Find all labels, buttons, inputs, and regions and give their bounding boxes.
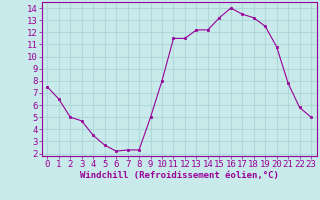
X-axis label: Windchill (Refroidissement éolien,°C): Windchill (Refroidissement éolien,°C) xyxy=(80,171,279,180)
